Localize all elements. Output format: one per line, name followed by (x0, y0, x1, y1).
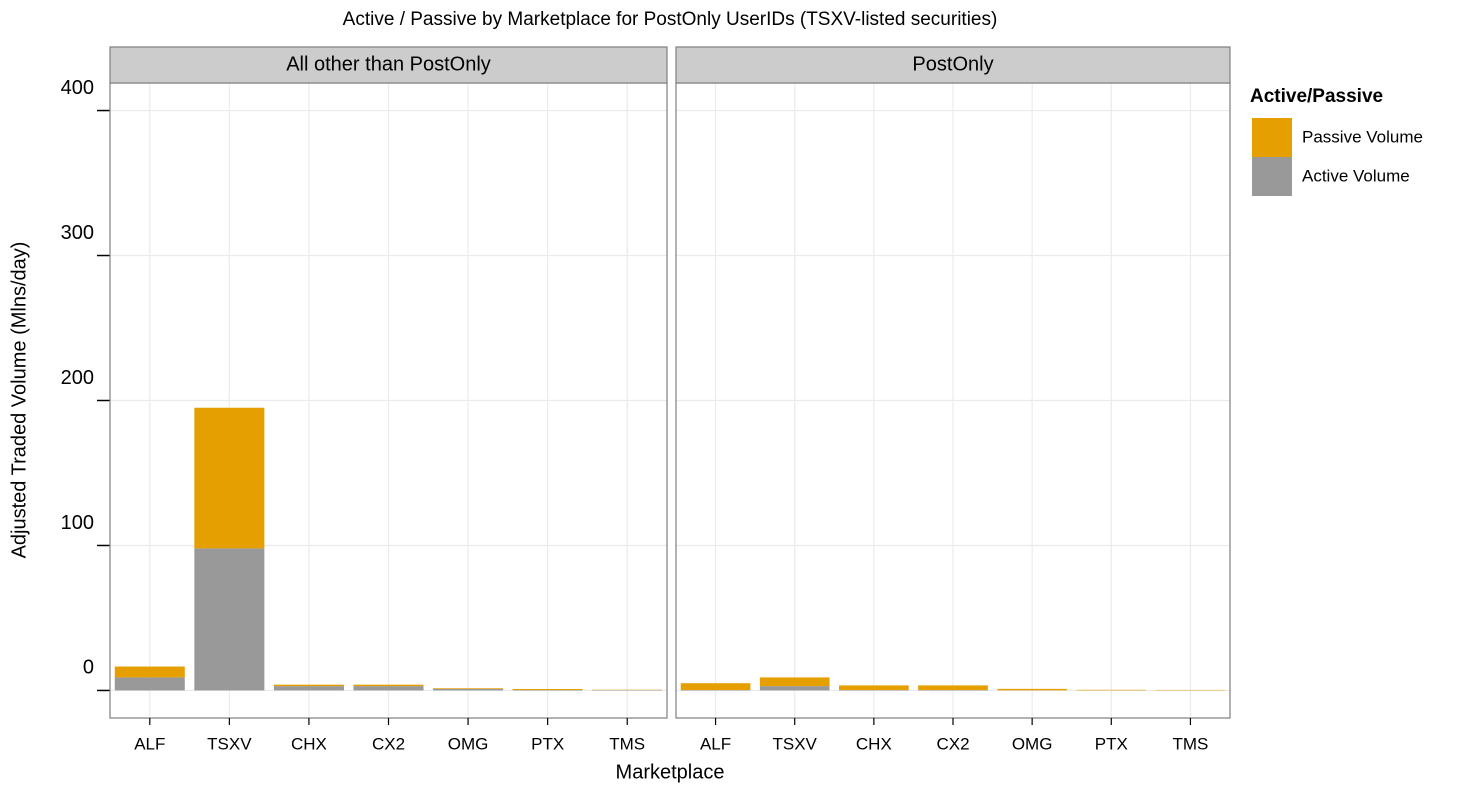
bar (194, 548, 265, 691)
x-tick-label: TMS (1172, 734, 1208, 753)
bar (433, 688, 504, 690)
legend-title: Active/Passive (1250, 86, 1383, 107)
bar (353, 686, 424, 691)
bar (759, 677, 830, 687)
bar (353, 684, 424, 687)
x-tick-label: CX2 (372, 734, 405, 753)
bar (194, 407, 265, 549)
x-axis-label: Marketplace (616, 761, 725, 783)
bar (839, 685, 909, 691)
x-tick-label: TSXV (773, 734, 818, 753)
x-tick-label: PTX (1095, 734, 1128, 753)
legend-swatch (1252, 157, 1292, 196)
bar (759, 686, 830, 691)
strip (109, 46, 668, 84)
x-tick-label: TSXV (207, 734, 252, 753)
bar (1076, 689, 1147, 691)
x-tick-label: OMG (448, 734, 489, 753)
y-tick-label: 200 (61, 367, 94, 389)
y-tick-label: 100 (61, 512, 94, 534)
strip (675, 46, 1231, 84)
bar (918, 685, 988, 691)
x-tick-label: CX2 (936, 734, 969, 753)
x-tick-label: ALF (134, 734, 165, 753)
chart-title: Active / Passive by Marketplace for Post… (343, 9, 998, 30)
bar (433, 689, 504, 691)
y-tick-label: 400 (61, 77, 94, 99)
legend-label: Active Volume (1302, 166, 1410, 185)
x-tick-label: OMG (1012, 734, 1053, 753)
bar (997, 688, 1067, 691)
bar (512, 689, 583, 691)
y-tick-label: 0 (83, 657, 94, 679)
bar (273, 684, 344, 687)
strip-label: PostOnly (912, 53, 993, 75)
x-tick-label: TMS (609, 734, 645, 753)
bar (273, 686, 344, 691)
bar (114, 677, 185, 691)
legend-swatch (1252, 118, 1292, 157)
strip-label: All other than PostOnly (286, 53, 491, 75)
y-axis-label: Adjusted Traded Volume (Mlns/day) (8, 242, 30, 559)
x-tick-label: CHX (856, 734, 892, 753)
legend-label: Passive Volume (1302, 127, 1423, 146)
x-tick-label: PTX (531, 734, 564, 753)
y-tick-label: 300 (61, 222, 94, 244)
x-tick-label: ALF (700, 734, 731, 753)
bar (680, 683, 751, 691)
bar (114, 666, 185, 678)
x-tick-label: CHX (291, 734, 327, 753)
